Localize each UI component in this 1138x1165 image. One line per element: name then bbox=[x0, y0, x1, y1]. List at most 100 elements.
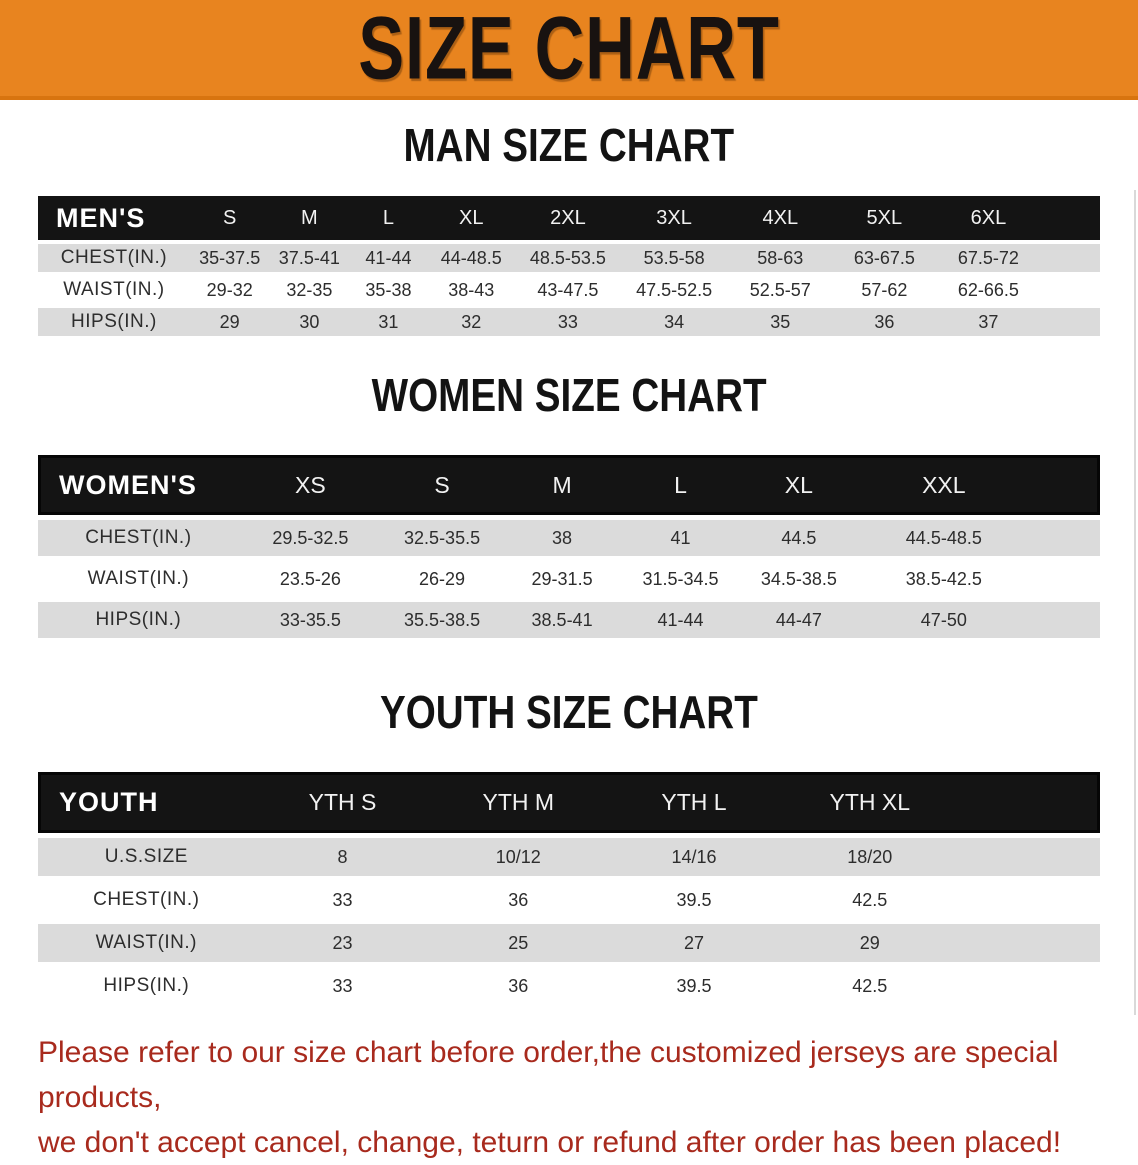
youth-table-row-2: WAIST(IN.) 23 25 27 29 bbox=[38, 924, 1100, 962]
youth-header-spacer bbox=[957, 772, 1100, 833]
men-row-spacer-1 bbox=[1041, 276, 1100, 304]
men-cell-0-0: 35-37.5 bbox=[189, 244, 270, 272]
women-cell-0-0: 29.5-32.5 bbox=[238, 520, 383, 556]
men-cell-2-0: 29 bbox=[189, 308, 270, 336]
women-cell-2-4: 44-47 bbox=[738, 602, 859, 638]
youth-cell-0-2: 14/16 bbox=[606, 838, 782, 876]
youth-cell-1-1: 36 bbox=[430, 881, 607, 919]
youth-row-spacer-3 bbox=[957, 967, 1100, 1005]
youth-row-label-1: CHEST(IN.) bbox=[38, 881, 255, 919]
women-cell-2-0: 33-35.5 bbox=[238, 602, 383, 638]
women-row-label-1: WAIST(IN.) bbox=[38, 561, 239, 597]
women-header-spacer bbox=[1028, 455, 1100, 515]
women-cell-1-1: 26-29 bbox=[382, 561, 503, 597]
men-size-header-2: L bbox=[349, 196, 428, 240]
men-cell-0-5: 53.5-58 bbox=[621, 244, 728, 272]
men-cell-2-5: 34 bbox=[621, 308, 728, 336]
disclaimer-text: Please refer to our size chart before or… bbox=[38, 1030, 1100, 1165]
youth-cell-3-2: 39.5 bbox=[606, 967, 782, 1005]
men-cell-2-3: 32 bbox=[427, 308, 515, 336]
men-size-header-4: 2XL bbox=[514, 196, 621, 240]
men-cell-2-7: 36 bbox=[833, 308, 936, 336]
men-row-spacer-2 bbox=[1041, 308, 1100, 336]
men-cell-0-6: 58-63 bbox=[727, 244, 834, 272]
man-size-chart-heading: MAN SIZE CHART bbox=[403, 119, 735, 171]
youth-row-label-3: HIPS(IN.) bbox=[38, 967, 255, 1005]
size-chart-banner: SIZE CHART bbox=[0, 0, 1138, 100]
youth-cell-1-2: 39.5 bbox=[606, 881, 782, 919]
men-size-header-8: 6XL bbox=[935, 196, 1042, 240]
youth-table-row-3: HIPS(IN.) 33 36 39.5 42.5 bbox=[38, 967, 1100, 1005]
women-cell-0-5: 44.5-48.5 bbox=[858, 520, 1029, 556]
youth-size-header-2: YTH L bbox=[606, 772, 782, 833]
women-cell-1-3: 31.5-34.5 bbox=[622, 561, 739, 597]
men-cell-0-2: 41-44 bbox=[349, 244, 428, 272]
women-size-header-1: S bbox=[382, 455, 503, 515]
men-cell-1-2: 35-38 bbox=[349, 276, 428, 304]
women-table-row-1: WAIST(IN.) 23.5-26 26-29 29-31.5 31.5-34.5 34… bbox=[38, 561, 1100, 597]
youth-size-chart-heading: YOUTH SIZE CHART bbox=[380, 686, 758, 738]
women-size-header-3: L bbox=[622, 455, 739, 515]
women-cell-2-2: 38.5-41 bbox=[502, 602, 623, 638]
women-size-header-0: XS bbox=[238, 455, 383, 515]
disclaimer-line-1: Please refer to our size chart before or… bbox=[38, 1036, 1059, 1114]
women-cell-1-4: 34.5-38.5 bbox=[738, 561, 859, 597]
women-row-label-2: HIPS(IN.) bbox=[38, 602, 239, 638]
youth-table-label: YOUTH bbox=[38, 772, 255, 833]
youth-size-table: YOUTH YTH S YTH M YTH L YTH XL U.S.SIZE 8 10/1… bbox=[38, 767, 1100, 1010]
men-table-row-1: WAIST(IN.) 29-32 32-35 35-38 38-43 43-47.5 47.… bbox=[38, 276, 1100, 304]
women-cell-1-2: 29-31.5 bbox=[502, 561, 623, 597]
women-table-row-0: CHEST(IN.) 29.5-32.5 32.5-35.5 38 41 44.5 44.5… bbox=[38, 520, 1100, 556]
women-cell-1-0: 23.5-26 bbox=[238, 561, 383, 597]
youth-cell-2-1: 25 bbox=[430, 924, 607, 962]
women-cell-2-5: 47-50 bbox=[858, 602, 1029, 638]
men-size-header-6: 4XL bbox=[727, 196, 834, 240]
men-cell-2-8: 37 bbox=[935, 308, 1042, 336]
men-cell-2-1: 30 bbox=[269, 308, 350, 336]
youth-size-header-3: YTH XL bbox=[781, 772, 958, 833]
men-table-row-2: HIPS(IN.) 29 30 31 32 33 34 35 36 37 bbox=[38, 308, 1100, 336]
men-size-header-3: XL bbox=[427, 196, 515, 240]
men-row-spacer-0 bbox=[1041, 244, 1100, 272]
men-cell-0-4: 48.5-53.5 bbox=[514, 244, 621, 272]
women-row-spacer-1 bbox=[1028, 561, 1100, 597]
men-cell-0-1: 37.5-41 bbox=[269, 244, 350, 272]
men-cell-1-1: 32-35 bbox=[269, 276, 350, 304]
men-header-spacer bbox=[1041, 196, 1100, 240]
youth-row-label-0: U.S.SIZE bbox=[38, 838, 255, 876]
men-size-header-0: S bbox=[189, 196, 270, 240]
women-table-label: WOMEN'S bbox=[38, 455, 239, 515]
men-size-header-5: 3XL bbox=[621, 196, 728, 240]
youth-size-header-1: YTH M bbox=[430, 772, 607, 833]
men-cell-2-4: 33 bbox=[514, 308, 621, 336]
women-cell-0-3: 41 bbox=[622, 520, 739, 556]
youth-row-spacer-0 bbox=[957, 838, 1100, 876]
men-cell-2-6: 35 bbox=[727, 308, 834, 336]
women-table-row-2: HIPS(IN.) 33-35.5 35.5-38.5 38.5-41 41-44 44-… bbox=[38, 602, 1100, 638]
disclaimer-line-2: we don't accept cancel, change, teturn o… bbox=[38, 1126, 1062, 1159]
youth-size-header-0: YTH S bbox=[254, 772, 431, 833]
women-size-header-5: XXL bbox=[858, 455, 1029, 515]
youth-cell-2-0: 23 bbox=[254, 924, 431, 962]
women-cell-1-5: 38.5-42.5 bbox=[858, 561, 1029, 597]
men-cell-2-2: 31 bbox=[349, 308, 428, 336]
women-size-header-2: M bbox=[502, 455, 623, 515]
youth-row-label-2: WAIST(IN.) bbox=[38, 924, 255, 962]
youth-cell-0-3: 18/20 bbox=[781, 838, 958, 876]
youth-row-spacer-1 bbox=[957, 881, 1100, 919]
women-cell-0-4: 44.5 bbox=[738, 520, 859, 556]
youth-cell-3-1: 36 bbox=[430, 967, 607, 1005]
youth-table-row-1: CHEST(IN.) 33 36 39.5 42.5 bbox=[38, 881, 1100, 919]
youth-cell-2-2: 27 bbox=[606, 924, 782, 962]
youth-table-row-0: U.S.SIZE 8 10/12 14/16 18/20 bbox=[38, 838, 1100, 876]
women-cell-0-1: 32.5-35.5 bbox=[382, 520, 503, 556]
men-table-label: MEN'S bbox=[38, 196, 190, 240]
women-row-spacer-0 bbox=[1028, 520, 1100, 556]
women-cell-0-2: 38 bbox=[502, 520, 623, 556]
men-cell-1-3: 38-43 bbox=[427, 276, 515, 304]
womens-table-header-row: WOMEN'S XS S M L XL XXL bbox=[38, 455, 1100, 515]
mens-size-table: MEN'S S M L XL 2XL 3XL 4XL 5XL 6XL CHEST(IN.) 35-3… bbox=[38, 192, 1100, 340]
men-cell-1-4: 43-47.5 bbox=[514, 276, 621, 304]
youth-cell-1-3: 42.5 bbox=[781, 881, 958, 919]
women-size-header-4: XL bbox=[738, 455, 859, 515]
